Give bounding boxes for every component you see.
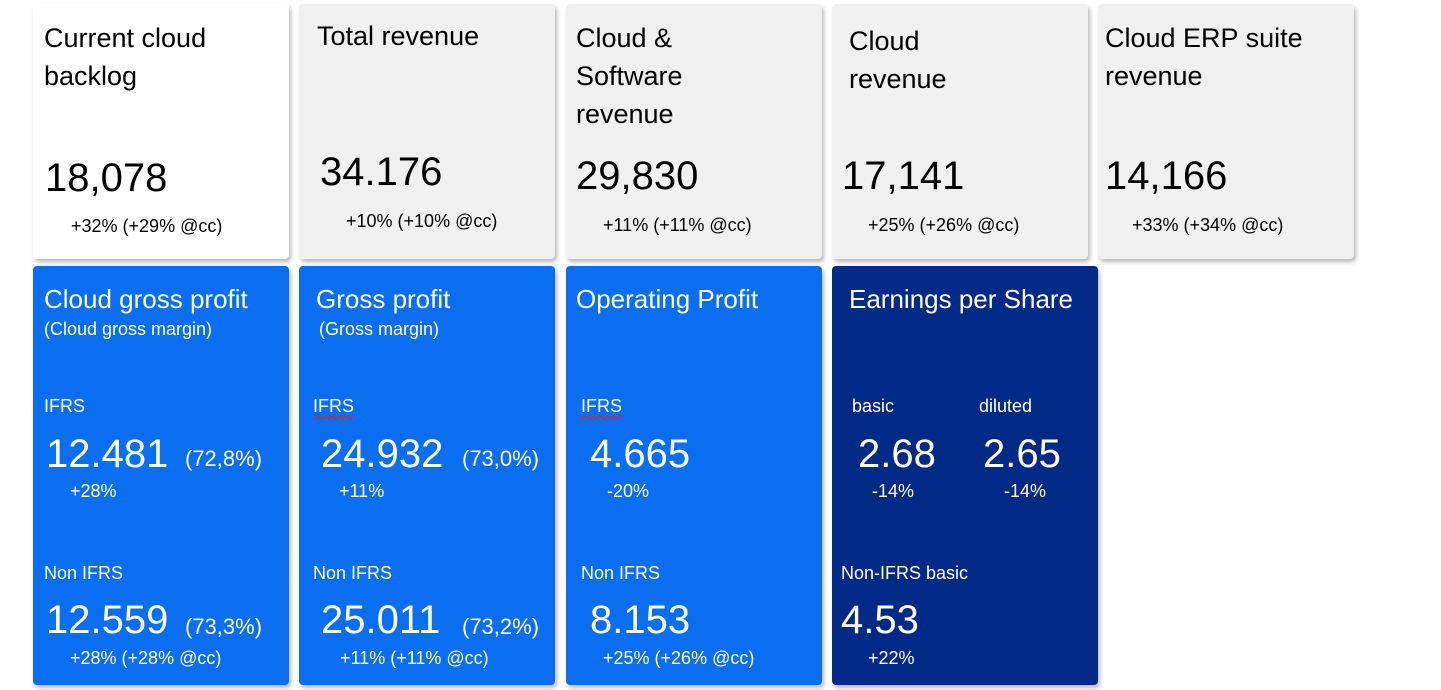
card-title-line: revenue: [1105, 61, 1203, 91]
card-title-line: revenue: [849, 64, 947, 94]
kpi-card-cloud-erp-suite-revenue: Cloud ERP suite revenue 14,166 +33% (+34…: [1098, 4, 1354, 259]
card-title-line: Total revenue: [317, 21, 480, 51]
non-ifrs-change: +22%: [868, 648, 915, 668]
card-change: +11% (+11% @cc): [603, 215, 752, 235]
card-change: +32% (+29% @cc): [71, 216, 223, 236]
diluted-label: diluted: [979, 396, 1033, 416]
ifrs-label: IFRS: [313, 396, 355, 416]
kpi-card-gross-profit: Gross profit (Gross margin) IFRS 24.932 …: [299, 266, 555, 685]
diluted-value: 2.65: [983, 432, 1061, 476]
ifrs-value: 12.481: [46, 432, 169, 476]
ifrs-change: +28%: [70, 481, 117, 501]
card-value: 18,078: [45, 156, 168, 200]
non-ifrs-value: 25.011: [321, 598, 441, 642]
card-title: Cloud gross profit: [44, 284, 248, 314]
non-ifrs-value: 4.53: [841, 598, 919, 642]
basic-change: -14%: [872, 481, 915, 501]
card-title: Operating Profit: [576, 284, 759, 314]
card-change: +10% (+10% @cc): [346, 211, 498, 231]
card-title-line: Software: [576, 61, 683, 91]
ifrs-label: IFRS: [581, 396, 623, 416]
card-title-line: Cloud: [849, 26, 920, 56]
kpi-card-earnings-per-share: Earnings per Share basic diluted 2.68 2.…: [832, 266, 1098, 685]
ifrs-value: 4.665: [590, 432, 691, 476]
ifrs-value: 24.932: [321, 432, 444, 476]
non-ifrs-label: Non IFRS: [581, 563, 661, 583]
basic-value: 2.68: [858, 432, 936, 476]
kpi-card-total-revenue: Total revenue 34.176 +10% (+10% @cc): [299, 4, 555, 259]
card-title-line: Cloud ERP suite: [1105, 23, 1303, 53]
non-ifrs-margin: (73,2%): [462, 614, 540, 639]
non-ifrs-change: +11% (+11% @cc): [340, 648, 489, 668]
non-ifrs-label: Non-IFRS basic: [841, 563, 969, 583]
kpi-card-cloud-revenue: Cloud revenue 17,141 +25% (+26% @cc): [832, 4, 1088, 259]
card-title-line: backlog: [44, 61, 138, 91]
ifrs-margin: (72,8%): [185, 446, 263, 471]
basic-label: basic: [852, 396, 895, 416]
card-value: 14,166: [1105, 154, 1228, 198]
kpi-card-current-cloud-backlog: Current cloud backlog 18,078 +32% (+29% …: [33, 4, 289, 259]
non-ifrs-change: +25% (+26% @cc): [603, 648, 755, 668]
card-value: 34.176: [320, 150, 443, 194]
non-ifrs-value: 12.559: [46, 598, 169, 642]
card-value: 29,830: [576, 154, 699, 198]
non-ifrs-margin: (73,3%): [185, 614, 263, 639]
ifrs-margin: (73,0%): [462, 446, 540, 471]
card-title-line: Current cloud: [44, 23, 207, 53]
ifrs-change: +11%: [339, 481, 385, 501]
card-subtitle: (Cloud gross margin): [44, 319, 213, 339]
ifrs-change: -20%: [607, 481, 650, 501]
card-change: +25% (+26% @cc): [868, 215, 1020, 235]
kpi-card-operating-profit: Operating Profit IFRS 4.665 -20% Non IFR…: [566, 266, 822, 685]
ifrs-label: IFRS: [44, 396, 86, 416]
card-title-line: revenue: [576, 99, 674, 129]
card-value: 17,141: [842, 154, 965, 198]
non-ifrs-label: Non IFRS: [313, 563, 393, 583]
kpi-card-cloud-gross-profit: Cloud gross profit (Cloud gross margin) …: [33, 266, 289, 685]
card-title: Gross profit: [316, 284, 451, 314]
non-ifrs-label: Non IFRS: [44, 563, 124, 583]
non-ifrs-value: 8.153: [590, 598, 691, 642]
card-subtitle: (Gross margin): [319, 319, 440, 339]
card-title-line: Cloud &: [576, 23, 673, 53]
kpi-card-cloud-software-revenue: Cloud & Software revenue 29,830 +11% (+1…: [566, 4, 822, 259]
card-change: +33% (+34% @cc): [1132, 215, 1284, 235]
diluted-change: -14%: [1004, 481, 1047, 501]
non-ifrs-change: +28% (+28% @cc): [70, 648, 222, 668]
card-title: Earnings per Share: [849, 284, 1074, 314]
